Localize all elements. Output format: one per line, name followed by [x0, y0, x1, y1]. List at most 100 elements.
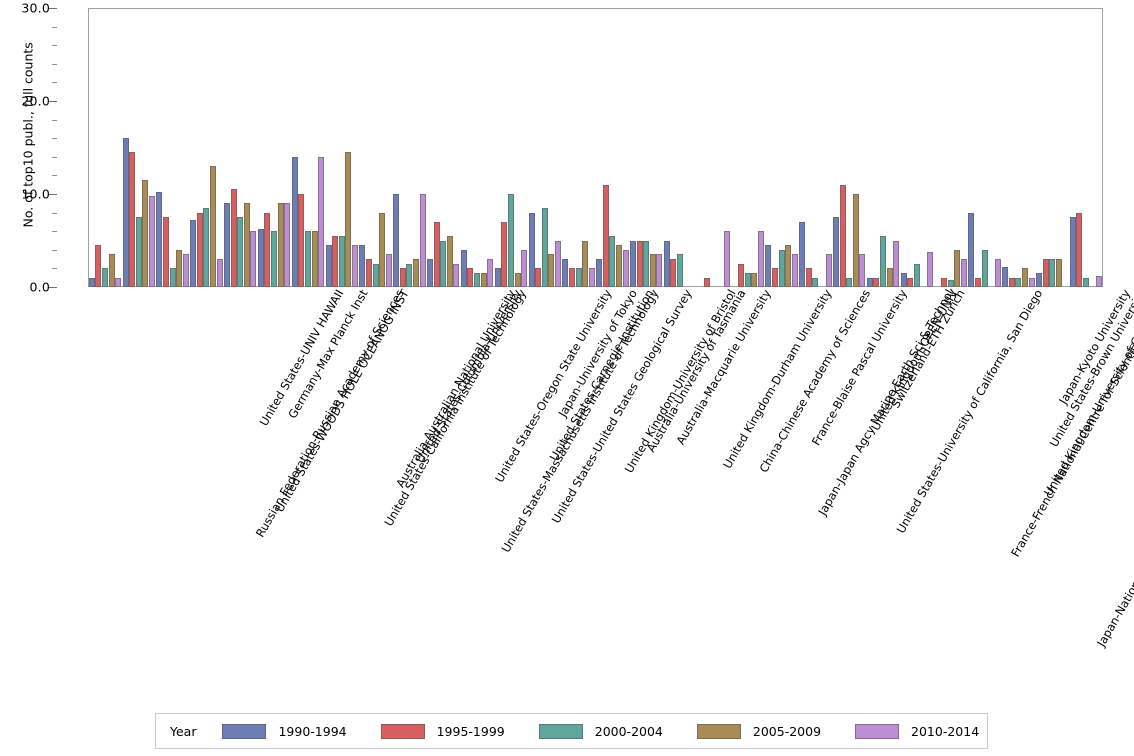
bar[interactable]: [724, 231, 731, 287]
bar[interactable]: [974, 277, 981, 287]
bar[interactable]: [1096, 275, 1103, 287]
bar[interactable]: [757, 231, 764, 287]
bar[interactable]: [744, 273, 751, 287]
legend-entry[interactable]: 2010-2014: [855, 723, 979, 739]
bar[interactable]: [1028, 277, 1035, 287]
bar[interactable]: [521, 249, 528, 287]
bar[interactable]: [771, 268, 778, 287]
bar[interactable]: [791, 254, 798, 287]
bar[interactable]: [440, 240, 447, 287]
bar[interactable]: [981, 249, 988, 287]
bar[interactable]: [636, 240, 643, 287]
bar[interactable]: [568, 268, 575, 287]
bar[interactable]: [670, 259, 677, 287]
bar[interactable]: [413, 259, 419, 287]
bar[interactable]: [372, 263, 379, 287]
bar[interactable]: [284, 203, 291, 287]
bar[interactable]: [148, 195, 155, 287]
bar[interactable]: [182, 254, 189, 287]
bar[interactable]: [419, 194, 426, 287]
bar[interactable]: [900, 273, 907, 287]
bar[interactable]: [101, 268, 108, 287]
bar[interactable]: [243, 203, 250, 287]
legend-entry[interactable]: 2005-2009: [696, 723, 821, 739]
bar[interactable]: [427, 259, 434, 287]
bar[interactable]: [1022, 268, 1028, 287]
bar[interactable]: [588, 268, 595, 287]
bar[interactable]: [332, 235, 339, 287]
bar[interactable]: [1055, 259, 1062, 287]
legend-entry[interactable]: 2000-2004: [538, 723, 663, 739]
bar[interactable]: [385, 254, 392, 287]
bar[interactable]: [663, 240, 670, 287]
bar[interactable]: [825, 254, 832, 287]
bar[interactable]: [487, 259, 494, 287]
bar[interactable]: [609, 235, 616, 287]
bar[interactable]: [738, 263, 745, 287]
bar[interactable]: [115, 277, 122, 287]
bar[interactable]: [852, 194, 859, 287]
bar[interactable]: [210, 166, 216, 287]
bar[interactable]: [325, 245, 332, 287]
bar[interactable]: [169, 268, 176, 287]
bar[interactable]: [494, 268, 501, 287]
bar[interactable]: [907, 277, 914, 287]
bar[interactable]: [203, 207, 210, 287]
bar[interactable]: [960, 259, 967, 287]
bar[interactable]: [541, 207, 548, 287]
bar[interactable]: [311, 231, 318, 287]
bar[interactable]: [1069, 217, 1076, 287]
bar[interactable]: [1042, 259, 1049, 287]
bar[interactable]: [318, 156, 325, 287]
bar[interactable]: [1049, 259, 1056, 287]
bar[interactable]: [880, 235, 887, 287]
bar[interactable]: [257, 229, 264, 287]
bar[interactable]: [224, 203, 231, 287]
bar[interactable]: [1015, 277, 1022, 287]
bar[interactable]: [968, 212, 975, 287]
bar[interactable]: [554, 240, 561, 287]
bar[interactable]: [602, 184, 609, 287]
bar[interactable]: [345, 152, 352, 287]
bar[interactable]: [1036, 273, 1043, 287]
bar[interactable]: [893, 240, 900, 287]
bar[interactable]: [1076, 212, 1083, 287]
bar[interactable]: [480, 273, 487, 287]
bar[interactable]: [616, 245, 622, 287]
bar[interactable]: [365, 259, 372, 287]
bar[interactable]: [351, 245, 358, 287]
bar[interactable]: [562, 259, 569, 287]
bar[interactable]: [582, 240, 589, 287]
bar[interactable]: [474, 273, 481, 287]
bar[interactable]: [399, 268, 406, 287]
bar[interactable]: [886, 268, 893, 287]
bar[interactable]: [575, 268, 582, 287]
bar[interactable]: [108, 254, 115, 287]
bar[interactable]: [941, 277, 948, 287]
bar[interactable]: [799, 221, 806, 287]
bar[interactable]: [947, 279, 954, 287]
bar[interactable]: [142, 180, 149, 287]
bar[interactable]: [230, 189, 237, 287]
bar[interactable]: [271, 231, 278, 287]
bar[interactable]: [913, 263, 920, 287]
bar[interactable]: [298, 194, 305, 287]
bar[interactable]: [122, 138, 129, 287]
bar[interactable]: [250, 231, 257, 287]
bar[interactable]: [765, 245, 772, 287]
bar[interactable]: [406, 263, 413, 287]
bar[interactable]: [859, 254, 866, 287]
bar[interactable]: [535, 268, 542, 287]
bar[interactable]: [704, 277, 711, 287]
bar[interactable]: [649, 254, 656, 287]
bar[interactable]: [846, 277, 853, 287]
bar[interactable]: [237, 217, 244, 287]
bar[interactable]: [156, 192, 163, 287]
bar[interactable]: [433, 221, 440, 287]
bar[interactable]: [873, 277, 880, 287]
bar[interactable]: [507, 194, 514, 287]
bar[interactable]: [196, 212, 203, 287]
bar[interactable]: [304, 231, 311, 287]
bar[interactable]: [393, 194, 400, 287]
bar[interactable]: [677, 254, 684, 287]
